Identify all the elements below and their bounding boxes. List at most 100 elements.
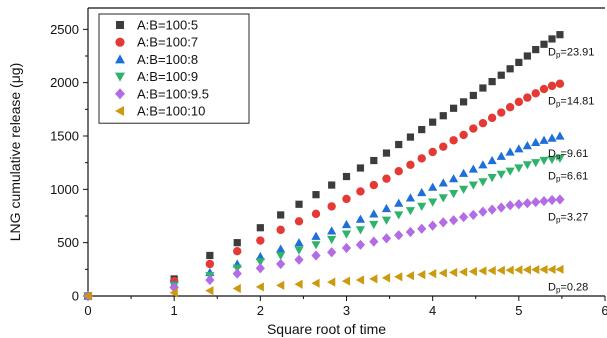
data-point <box>514 164 524 173</box>
data-point <box>438 178 448 187</box>
data-point <box>255 282 264 292</box>
dp-letter: D <box>548 47 556 59</box>
data-point <box>514 97 524 107</box>
data-point <box>355 214 366 223</box>
x-tick-label: 4 <box>429 303 436 318</box>
data-point <box>294 279 303 289</box>
data-point <box>394 272 403 282</box>
data-point <box>232 283 241 294</box>
data-point <box>438 268 447 278</box>
data-point <box>459 168 469 177</box>
dp-letter: D <box>548 96 556 108</box>
data-point <box>381 216 392 225</box>
legend-label: A:B=100:10 <box>137 104 205 119</box>
x-tick-label: 0 <box>84 303 91 318</box>
data-point <box>294 217 304 226</box>
dp-label: Dp=6.61 <box>548 170 588 183</box>
x-tick-label: 2 <box>257 303 264 318</box>
data-point <box>547 133 557 142</box>
data-point <box>255 251 265 261</box>
data-point <box>540 40 548 48</box>
data-point <box>406 133 415 141</box>
y-tick-label: 2000 <box>50 75 79 90</box>
data-point <box>405 193 416 202</box>
data-point <box>395 140 403 149</box>
legend-box <box>98 13 250 124</box>
series-2 <box>83 79 565 301</box>
legend-marker <box>116 21 124 29</box>
legend-marker <box>115 88 125 100</box>
data-point <box>417 270 426 280</box>
data-point <box>382 174 391 183</box>
data-point <box>355 226 366 235</box>
data-point <box>531 89 540 98</box>
data-point <box>394 230 404 241</box>
data-point <box>487 266 496 276</box>
data-point <box>311 231 321 240</box>
data-point <box>439 112 447 120</box>
data-point <box>394 167 403 176</box>
data-point <box>417 154 426 163</box>
data-marks <box>83 31 565 302</box>
dp-subscript: p <box>556 285 561 294</box>
data-point <box>405 226 416 238</box>
data-point <box>256 224 264 232</box>
data-point <box>294 238 304 247</box>
x-tick-label: 6 <box>601 303 607 318</box>
dp-subscript: p <box>556 152 561 161</box>
legend-label: A:B=100:5 <box>137 18 198 33</box>
data-point <box>468 164 478 173</box>
dp-value: =14.81 <box>560 96 594 108</box>
data-point <box>233 239 241 247</box>
y-tick-label: 0 <box>72 289 79 304</box>
dp-label: Dp=0.28 <box>548 281 588 294</box>
x-axis-title: Square root of time <box>267 321 386 337</box>
series-4 <box>83 154 565 301</box>
data-point <box>531 265 540 275</box>
data-point <box>438 217 448 228</box>
legend-marker <box>115 106 124 116</box>
data-point <box>496 202 506 213</box>
data-point <box>496 170 506 179</box>
data-point <box>459 211 469 223</box>
data-point <box>523 93 532 102</box>
data-point <box>355 275 365 285</box>
data-point <box>429 118 437 126</box>
dp-subscript: p <box>556 174 561 183</box>
data-point <box>417 223 427 234</box>
data-point <box>487 204 497 215</box>
dp-value: =0.28 <box>560 281 588 293</box>
data-point <box>514 199 524 210</box>
data-point <box>522 198 532 209</box>
legend-marker <box>115 54 125 64</box>
data-point <box>394 211 404 220</box>
data-point <box>418 126 426 134</box>
dp-subscript: p <box>556 215 561 224</box>
data-point <box>327 235 337 245</box>
data-point <box>417 187 427 197</box>
data-point <box>255 258 265 267</box>
data-point <box>555 194 565 205</box>
data-point <box>496 265 505 275</box>
data-point <box>233 247 242 256</box>
data-point <box>505 167 515 176</box>
data-point <box>522 141 532 150</box>
y-tick-label: 2500 <box>50 22 79 37</box>
data-point <box>355 239 366 250</box>
data-point <box>439 142 448 151</box>
dp-value: =9.61 <box>560 148 588 160</box>
data-point <box>555 264 564 274</box>
dp-label: Dp=3.27 <box>548 211 588 224</box>
data-point <box>469 91 477 100</box>
y-tick-label: 1000 <box>50 182 79 197</box>
data-point <box>496 151 506 160</box>
data-point <box>506 65 514 73</box>
data-point <box>381 233 392 244</box>
data-point <box>497 71 505 79</box>
data-point <box>341 230 352 239</box>
data-point <box>327 247 337 258</box>
data-point <box>405 207 416 216</box>
data-point <box>539 84 549 94</box>
data-point <box>256 236 265 245</box>
data-point <box>539 195 549 207</box>
